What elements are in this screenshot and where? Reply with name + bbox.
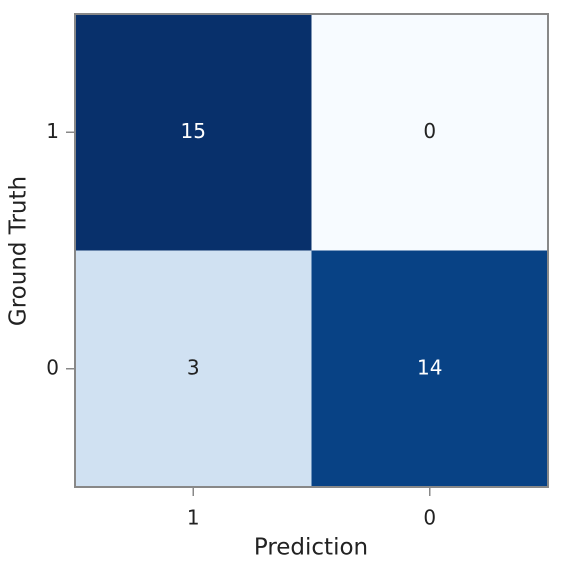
- x-tick-label: 0: [423, 506, 436, 530]
- x-axis-label: Prediction: [254, 535, 368, 561]
- heatmap-cell: [75, 14, 312, 251]
- heatmap-cell: [311, 250, 548, 487]
- y-tick-label: 0: [46, 355, 59, 379]
- cell-label: 15: [181, 119, 206, 143]
- y-tick-label: 1: [46, 119, 59, 143]
- plot-frame: [74, 13, 549, 488]
- heatmap-cell: [75, 250, 312, 487]
- y-axis-label: Ground Truth: [6, 176, 32, 326]
- heatmap-cell: [311, 14, 548, 251]
- cell-label: 0: [423, 119, 436, 143]
- x-tick-label: 1: [187, 506, 200, 530]
- cell-label: 14: [417, 355, 442, 379]
- cell-label: 3: [187, 355, 200, 379]
